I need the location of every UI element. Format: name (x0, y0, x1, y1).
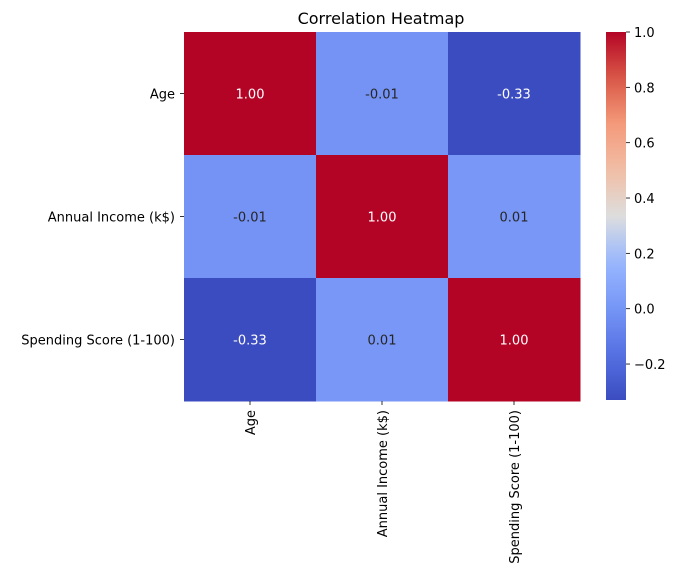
x-tick-label: Annual Income (k$) (376, 410, 391, 537)
heatmap-cell (316, 155, 449, 279)
colorbar-tick-label: 0.6 (634, 137, 655, 152)
y-axis-tick-labels: Age Annual Income (k$) Spending Score (1-1… (21, 88, 184, 349)
colorbar-tick-label: 0.2 (634, 247, 655, 262)
heatmap-cell (184, 278, 317, 402)
y-tick-label: Annual Income (k$) (48, 211, 175, 226)
cell-annotation: 1.00 (236, 88, 265, 103)
y-tick-label: Spending Score (1-100) (21, 334, 175, 349)
heatmap-cell (448, 32, 581, 156)
cell-annotation: -0.01 (365, 88, 399, 103)
cell-annotation: 0.01 (500, 211, 529, 226)
colorbar-tick-label: 0.0 (634, 303, 655, 318)
heatmap-cell (184, 32, 317, 156)
colorbar-gradient (606, 32, 626, 400)
colorbar-tick-label: −0.2 (634, 358, 666, 373)
colorbar-tick-label: 0.4 (634, 192, 655, 207)
colorbar-tick-label: 1.0 (634, 26, 655, 41)
cell-annotation: 1.00 (500, 334, 529, 349)
heatmap-cell (316, 32, 449, 156)
cell-annotation: 0.01 (368, 334, 397, 349)
colorbar: −0.2 0.0 0.2 0.4 0.6 0.8 1.0 (606, 26, 666, 400)
y-tick-label: Age (150, 88, 175, 103)
x-tick-label: Age (244, 410, 259, 435)
cell-annotation: 1.00 (368, 211, 397, 226)
heatmap-cell (316, 278, 449, 402)
cell-annotation: -0.33 (233, 334, 267, 349)
cell-annotation: -0.33 (497, 88, 531, 103)
chart-title: Correlation Heatmap (298, 9, 465, 28)
heatmap-cell (184, 155, 317, 279)
x-tick-label: Spending Score (1-100) (508, 410, 523, 564)
colorbar-tick-label: 0.8 (634, 81, 655, 96)
heatmap-cell (448, 155, 581, 279)
heatmap-cell (448, 278, 581, 402)
cell-annotation: -0.01 (233, 211, 267, 226)
heatmap-cells: 1.00 -0.01 -0.33 -0.01 1.00 0.01 -0.33 0.01 1.00 (184, 32, 581, 402)
x-axis-tick-labels: Age Annual Income (k$) Spending Score (1-1… (244, 401, 523, 564)
